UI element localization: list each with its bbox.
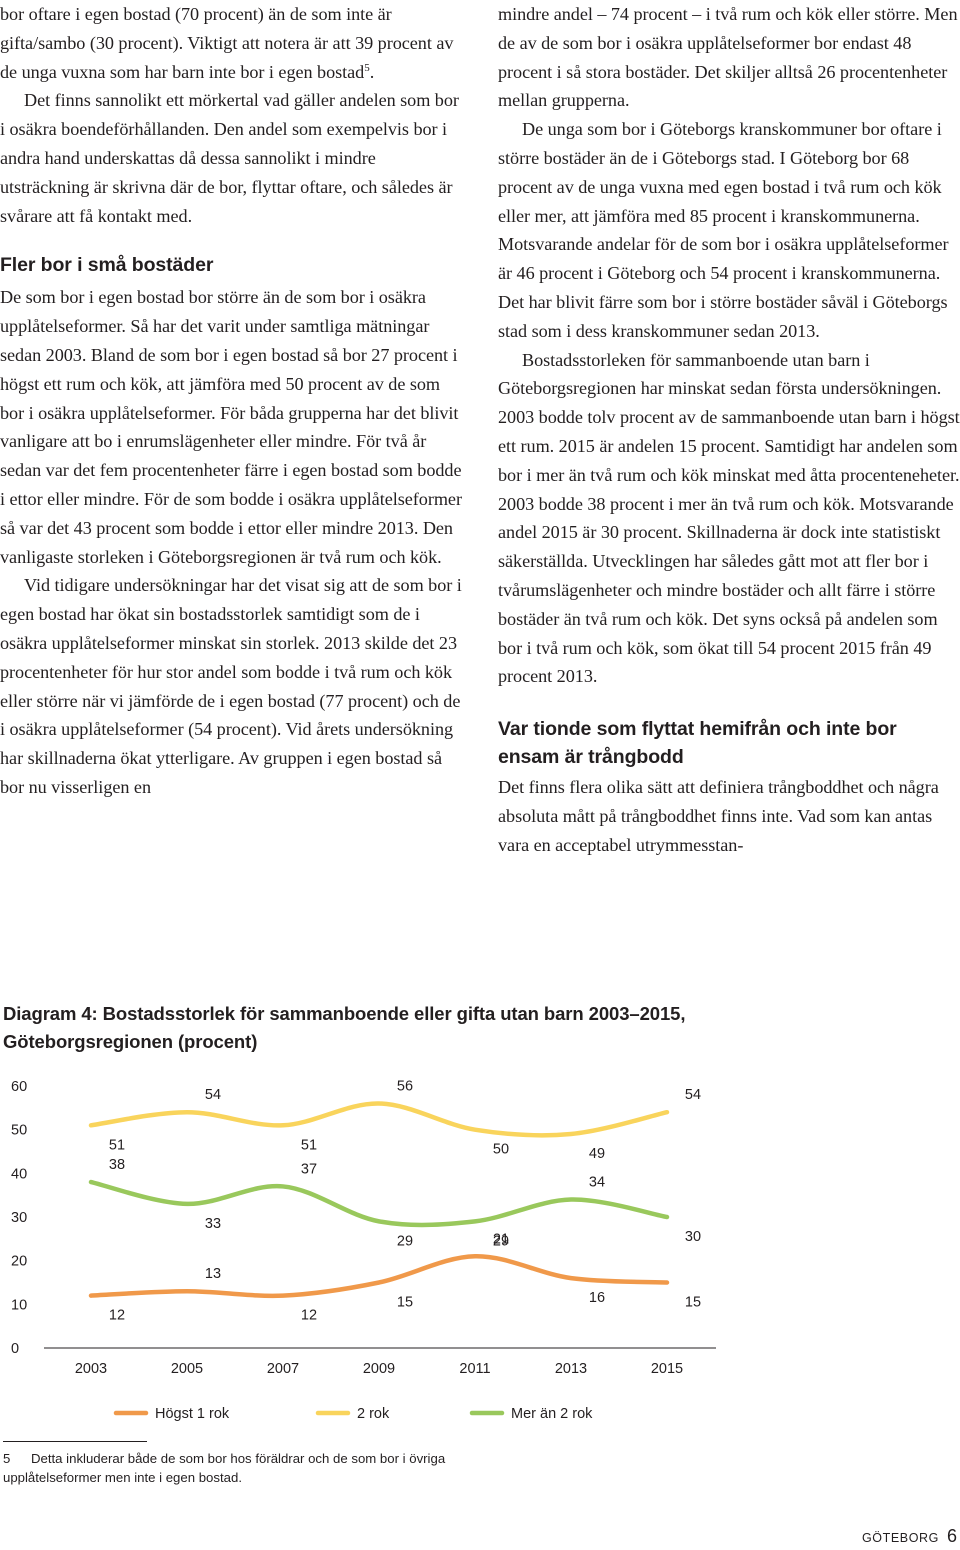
data-label: 12	[301, 1308, 317, 1324]
paragraph: bor oftare i egen bostad (70 procent) än…	[0, 0, 462, 86]
paragraph-text: bor oftare i egen bostad (70 procent) än…	[0, 4, 454, 82]
footnote: 5 Detta inkluderar både de som bor hos fö…	[3, 1449, 463, 1487]
data-label: 13	[205, 1266, 221, 1282]
y-tick-label: 20	[11, 1254, 27, 1270]
paragraph: Vid tidigare undersökningar har det visa…	[0, 575, 462, 797]
y-tick-label: 60	[11, 1079, 27, 1095]
diagram-title: Diagram 4: Bostadsstorlek för sammanboen…	[3, 1000, 863, 1056]
diagram-title-line: Göteborgsregionen (procent)	[3, 1031, 258, 1052]
data-label: 49	[589, 1146, 605, 1162]
footnote-text: Detta inkluderar både de som bor hos för…	[3, 1451, 446, 1485]
legend-label: Högst 1 rok	[155, 1406, 230, 1422]
data-label: 51	[109, 1137, 125, 1153]
footnote-divider	[3, 1441, 147, 1442]
footer-region: GÖTEBORG	[861, 1531, 939, 1545]
y-tick-label: 50	[11, 1123, 27, 1139]
y-tick-label: 30	[11, 1210, 27, 1226]
paragraph: De unga som bor i Göteborgs kranskommune…	[498, 119, 949, 341]
paragraph: Det finns sannolikt ett mörkertal vad gä…	[0, 90, 459, 226]
data-label: 38	[109, 1157, 125, 1173]
data-label: 29	[493, 1233, 509, 1249]
x-tick-label: 2007	[267, 1361, 299, 1377]
data-label: 12	[109, 1308, 125, 1324]
data-label: 54	[205, 1087, 221, 1103]
data-label: 15	[685, 1295, 701, 1311]
footnote-number: 5	[3, 1451, 11, 1466]
legend-label: Mer än 2 rok	[511, 1406, 593, 1422]
x-tick-label: 2005	[171, 1361, 203, 1377]
paragraph-tail: .	[369, 61, 375, 82]
right-column: mindre andel – 74 procent – i två rum oc…	[498, 0, 960, 860]
section-heading: Var tionde som flyttat hemifrån och inte…	[498, 718, 897, 769]
paragraph: Det finns flera olika sätt att definiera…	[498, 777, 939, 855]
y-tick-label: 10	[11, 1297, 27, 1313]
diagram-title-line: Diagram 4: Bostadsstorlek för sammanboen…	[3, 1003, 686, 1024]
data-label: 54	[685, 1087, 701, 1103]
legend-label: 2 rok	[357, 1406, 390, 1422]
y-tick-label: 0	[11, 1341, 19, 1357]
series-line	[88, 1179, 670, 1228]
data-label: 37	[301, 1161, 317, 1177]
footnote-ref[interactable]: 5	[364, 61, 370, 74]
section-heading: Fler bor i små bostäder	[0, 254, 214, 277]
data-label: 15	[397, 1295, 413, 1311]
series-line	[88, 1101, 670, 1138]
x-tick-label: 2003	[75, 1361, 107, 1377]
data-label: 51	[301, 1137, 317, 1153]
paragraph: Bostadsstorleken för sammanboende utan b…	[498, 349, 960, 687]
data-label: 30	[685, 1229, 701, 1245]
data-label: 33	[205, 1216, 221, 1232]
data-label: 34	[589, 1175, 605, 1191]
left-column: bor oftare i egen bostad (70 procent) än…	[0, 0, 462, 802]
series-line	[88, 1254, 670, 1299]
page-footer: GÖTEBORG 6	[862, 1526, 957, 1547]
paragraph: mindre andel – 74 procent – i två rum oc…	[498, 4, 958, 111]
page-number: 6	[946, 1526, 957, 1546]
data-label: 56	[397, 1078, 413, 1094]
line-chart: 0 10 20 30 40 50 60 2003 2005 2007 2009 2011 2013 201…	[11, 1078, 716, 1422]
data-label: 21	[493, 1231, 509, 1247]
x-tick-label: 2015	[651, 1361, 683, 1377]
data-label: 29	[397, 1233, 413, 1249]
x-tick-label: 2013	[555, 1361, 587, 1377]
data-label: 16	[589, 1290, 605, 1306]
x-tick-label: 2009	[363, 1361, 395, 1377]
data-label: 50	[493, 1142, 509, 1158]
x-tick-label: 2011	[459, 1361, 490, 1377]
y-tick-label: 40	[11, 1166, 27, 1182]
paragraph: De som bor i egen bostad bor större än d…	[0, 287, 462, 567]
